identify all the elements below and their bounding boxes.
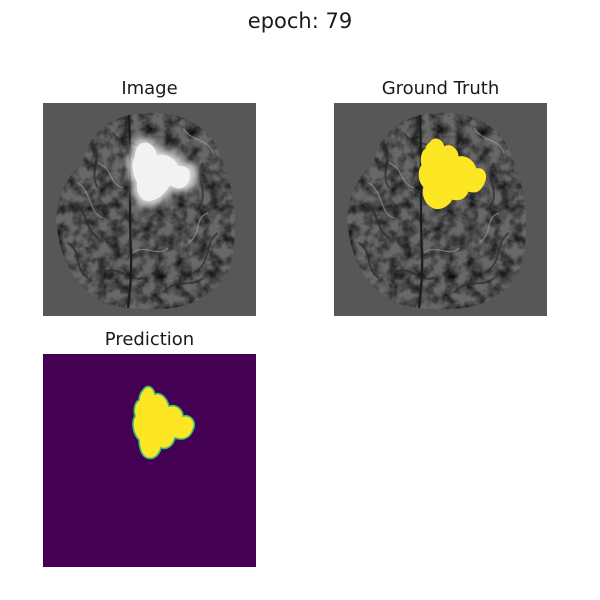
ground-truth-panel bbox=[334, 103, 547, 316]
prediction-mask-image bbox=[43, 354, 256, 567]
ground-truth-mask bbox=[418, 138, 487, 210]
ground-truth-overlay-image bbox=[334, 103, 547, 316]
figure-suptitle: epoch: 79 bbox=[247, 9, 353, 33]
tumor-lesion bbox=[127, 137, 198, 207]
image-panel-title: Image bbox=[121, 78, 178, 99]
prediction-panel bbox=[43, 354, 256, 567]
ground-truth-panel-title: Ground Truth bbox=[381, 78, 500, 99]
mri-image-panel bbox=[43, 103, 256, 316]
prediction-panel-title: Prediction bbox=[104, 329, 195, 350]
prediction-mask bbox=[132, 385, 196, 460]
mri-slice-image bbox=[43, 103, 256, 316]
